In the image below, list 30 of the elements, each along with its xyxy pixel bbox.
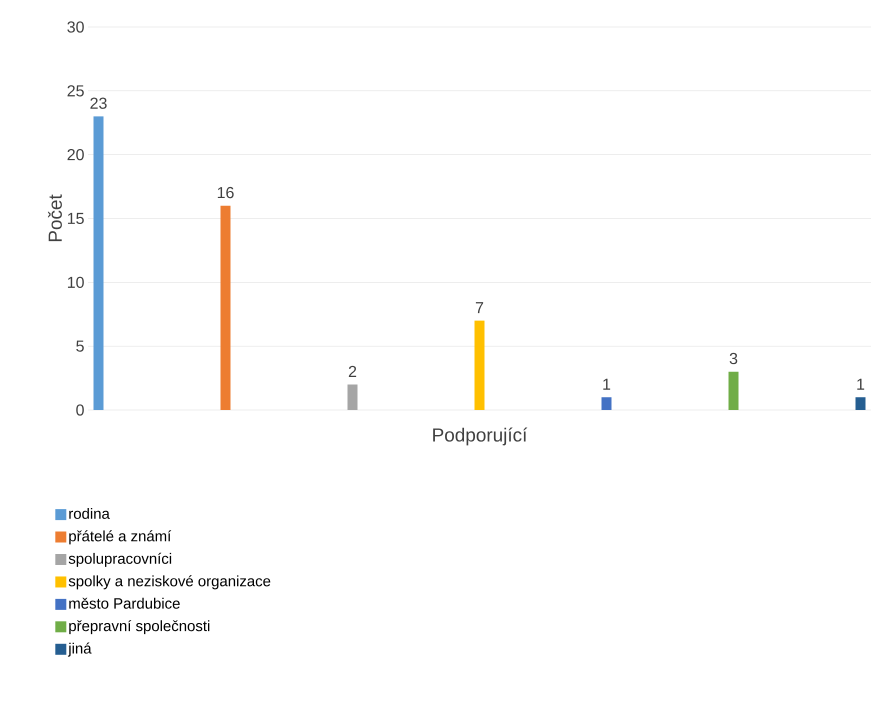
data-label: 7 [476,302,484,314]
bar [602,397,612,410]
y-tick-label: 15 [68,212,84,224]
y-tick-label: 10 [68,276,84,288]
bar [94,116,104,410]
legend-label: spolky a neziskové organizace [68,575,270,590]
legend-label: spolupracovníci [68,552,172,567]
data-label: 23 [90,98,107,109]
legend-label: přátelé a známí [69,530,172,544]
y-tick-label: 5 [76,340,84,352]
data-label: 2 [348,366,356,377]
y-tick-label: 25 [68,85,84,96]
bar [348,384,358,410]
data-label: 3 [730,352,738,364]
data-label: 16 [218,186,234,198]
data-label: 1 [857,378,864,390]
y-tick-label: 30 [67,21,84,33]
y-tick-label: 0 [76,404,84,416]
y-axis-title: Počet [48,194,62,242]
legend-label: jiná [68,642,92,657]
bar [474,320,485,410]
y-tick-label: 20 [68,149,84,160]
legend-label: rodina [69,508,110,519]
x-axis-title: Podporující [433,428,528,446]
bar [728,372,739,410]
legend-label: přepravní společnosti [69,620,210,634]
bar [220,206,230,410]
bar [856,397,866,410]
data-label: 1 [603,378,610,390]
legend-label: město Pardubice [69,598,180,609]
